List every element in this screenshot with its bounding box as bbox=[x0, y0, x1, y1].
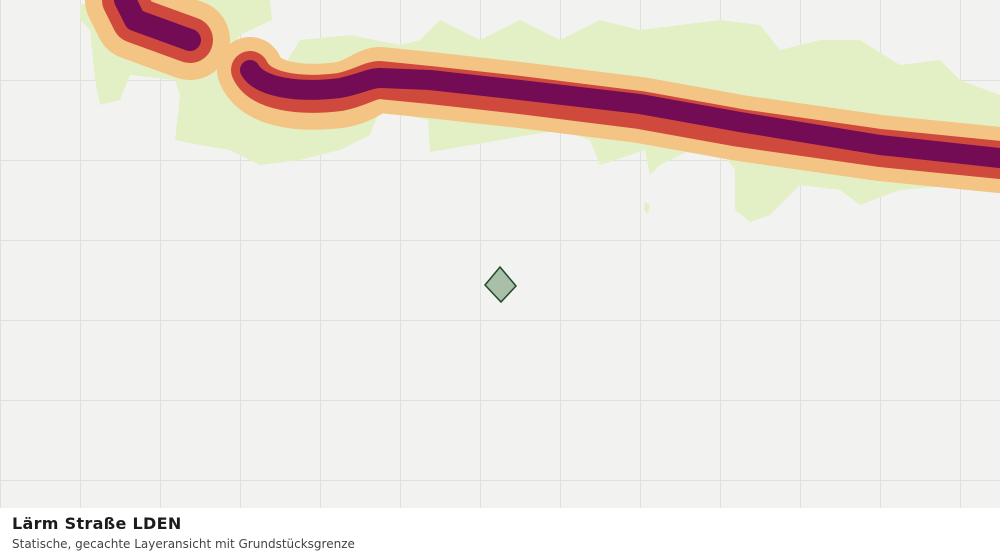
parcel-boundary[interactable] bbox=[483, 265, 518, 304]
noise-zone-very-high bbox=[240, 60, 1000, 168]
map-subtitle: Statische, gecachte Layeransicht mit Gru… bbox=[12, 537, 355, 551]
map-title: Lärm Straße LDEN bbox=[12, 514, 182, 533]
caption: Lärm Straße LDEN Statische, gecachte Lay… bbox=[0, 508, 1000, 560]
noise-road-corridor bbox=[85, 0, 1000, 193]
map bbox=[0, 0, 1000, 508]
noise-polygon bbox=[644, 202, 650, 214]
noise-zone-very-high bbox=[114, 0, 201, 51]
